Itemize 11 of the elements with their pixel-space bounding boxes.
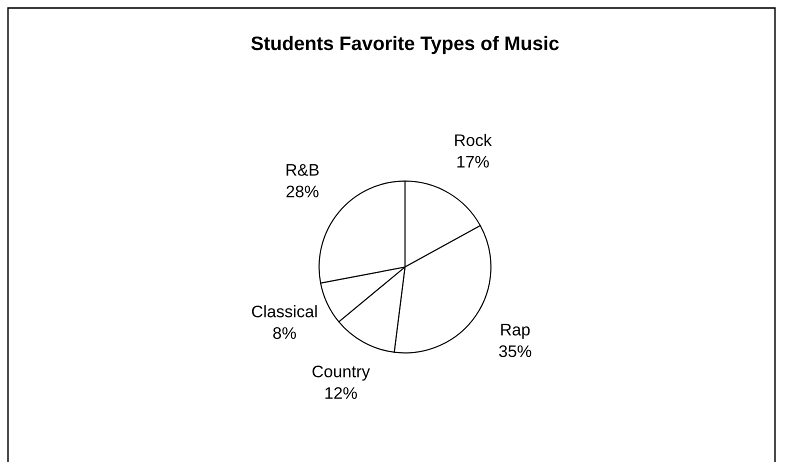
slice-label: R&B — [286, 164, 319, 176]
slice-label: Rap — [501, 324, 530, 339]
slice-label: Country — [312, 366, 370, 381]
slice-label: Classical — [252, 305, 317, 318]
slice-label: Rock — [455, 134, 492, 146]
data-label: 12% — [325, 387, 357, 399]
chart-title: Students Favorite Types of Music — [251, 36, 559, 54]
data-label: 35% — [499, 345, 532, 358]
data-label: 28% — [286, 186, 318, 198]
data-label: 8% — [273, 327, 296, 339]
data-label: 17% — [457, 156, 489, 168]
